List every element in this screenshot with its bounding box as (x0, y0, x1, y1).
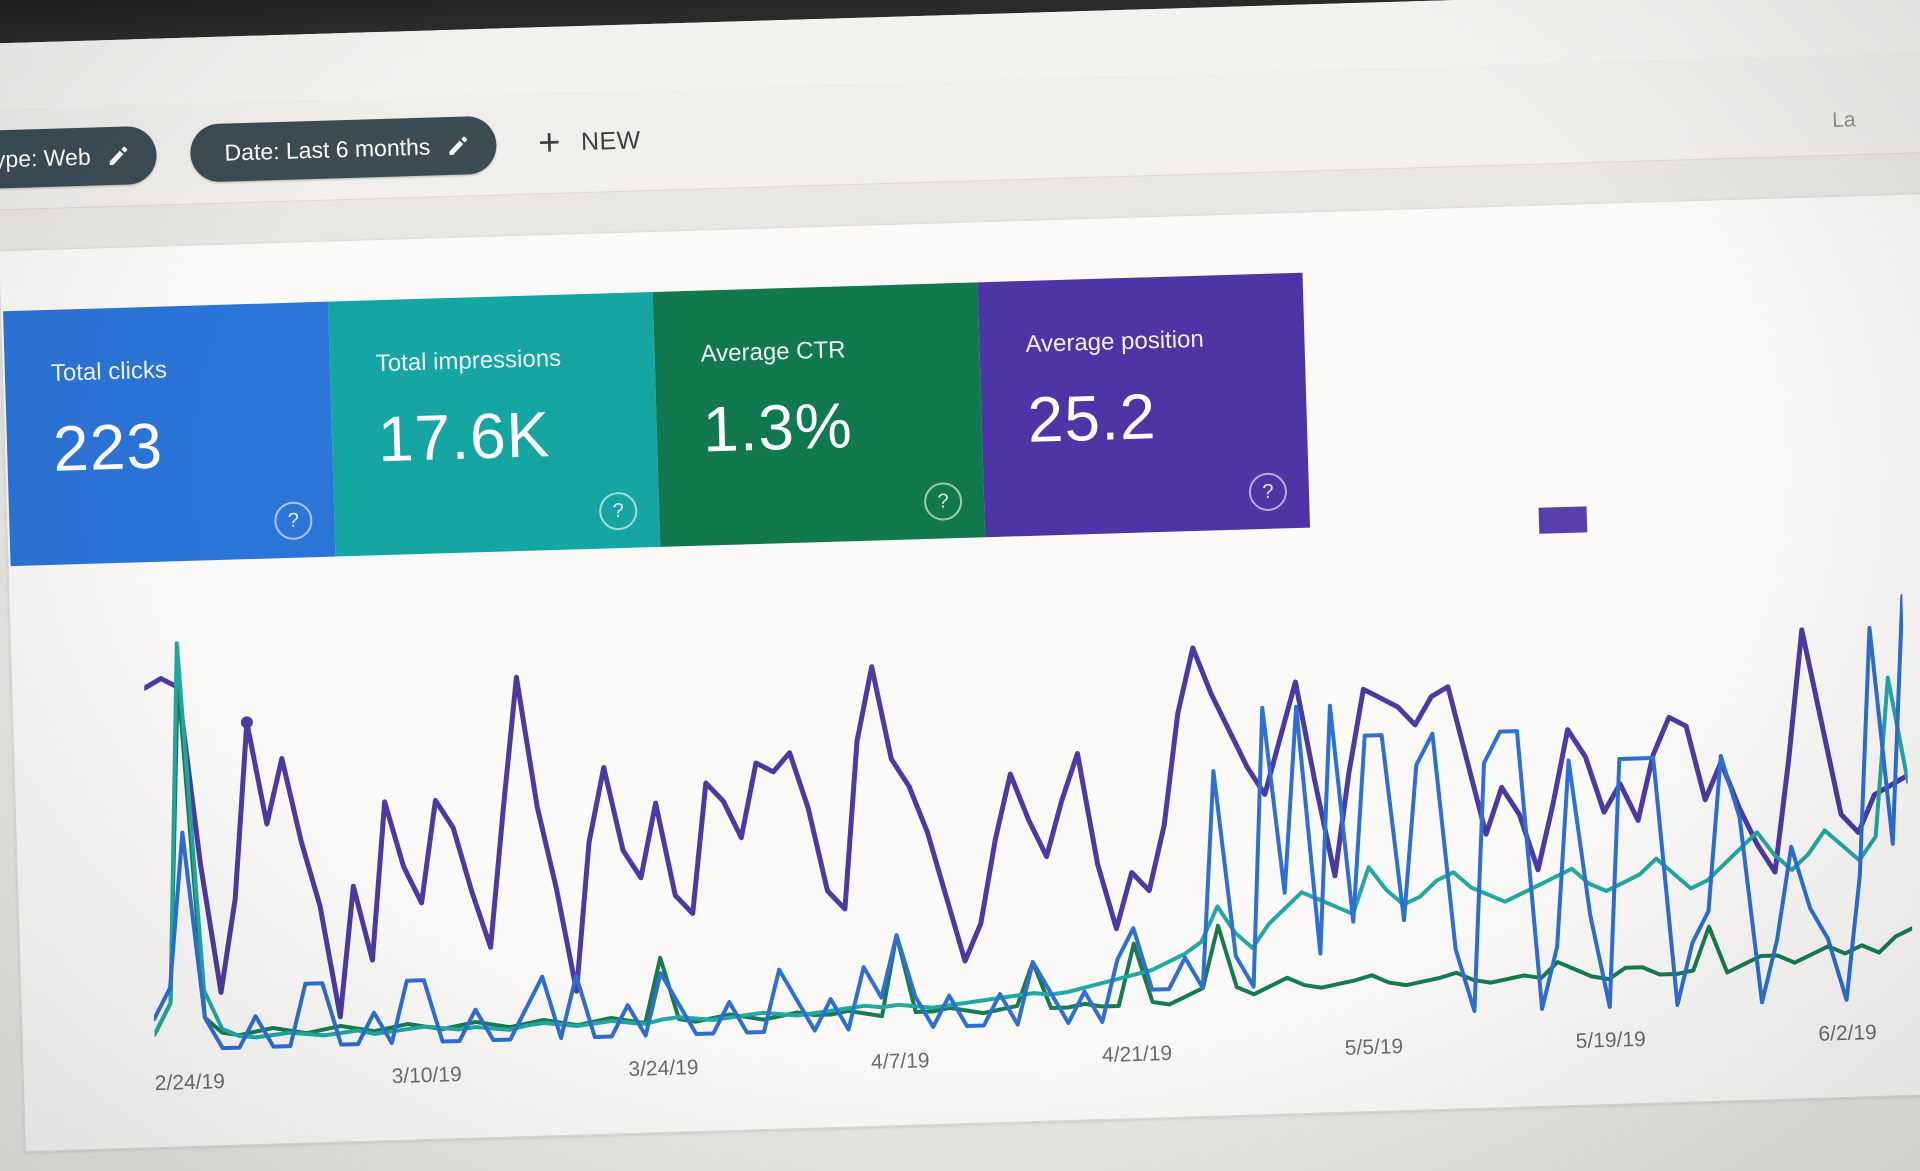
edit-pencil-icon[interactable] (446, 133, 471, 158)
x-axis-label: 5/19/19 (1575, 1027, 1647, 1053)
edit-pencil-icon[interactable] (106, 143, 131, 168)
series-line-average-position (141, 627, 1911, 1020)
x-axis-label: 3/10/19 (391, 1063, 463, 1089)
card-label: Average position (1025, 325, 1205, 358)
chart-canvas[interactable] (141, 528, 1915, 1066)
performance-panel: Total clicks 223 ? Total impressions 17.… (0, 192, 1920, 1152)
card-value: 223 (52, 409, 164, 485)
filter-bar: type: Web Date: Last 6 months + NEW La (0, 51, 1920, 213)
metric-cards-row: Total clicks 223 ? Total impressions 17.… (3, 272, 1311, 567)
card-value: 25.2 (1026, 380, 1158, 456)
series-line-total-impressions (152, 641, 1910, 1040)
card-average-ctr[interactable]: Average CTR 1.3% ? (652, 282, 986, 547)
help-icon[interactable]: ? (923, 481, 963, 522)
x-axis-label: 3/24/19 (628, 1055, 699, 1082)
new-filter-button[interactable]: + NEW (537, 121, 642, 165)
x-axis-label: 2/24/19 (154, 1070, 226, 1096)
filter-chip-label: Date: Last 6 months (224, 133, 431, 166)
purple-reflection-artifact (1538, 506, 1588, 534)
filter-chip-search-type[interactable]: type: Web (0, 125, 158, 190)
filter-chip-label: type: Web (0, 143, 91, 173)
plus-icon: + (537, 121, 562, 165)
help-icon[interactable]: ? (598, 491, 638, 531)
card-label: Total impressions (375, 344, 562, 378)
last-updated-text-truncated: La (1831, 108, 1856, 132)
series-line-total-clicks (152, 593, 1905, 1051)
card-total-clicks[interactable]: Total clicks 223 ? (3, 301, 336, 567)
x-axis-label: 4/7/19 (870, 1049, 930, 1074)
isolated-data-point (240, 716, 253, 729)
card-label: Total clicks (50, 356, 168, 387)
card-value: 17.6K (376, 398, 552, 476)
filter-chip-date-range[interactable]: Date: Last 6 months (189, 115, 498, 183)
help-icon[interactable]: ? (1248, 472, 1288, 512)
card-value: 1.3% (701, 389, 854, 466)
performance-chart[interactable]: 2/24/19 3/10/19 3/24/19 4/7/19 4/21/19 5/5/19… (9, 526, 1920, 1171)
help-icon[interactable]: ? (273, 501, 313, 541)
x-axis-label: 6/2/19 (1818, 1021, 1878, 1046)
card-label: Average CTR (700, 336, 846, 368)
x-axis-label: 4/21/19 (1101, 1041, 1173, 1067)
card-total-impressions[interactable]: Total impressions 17.6K ? (327, 291, 661, 557)
new-filter-label: NEW (580, 125, 642, 156)
x-axis-label: 5/5/19 (1344, 1035, 1404, 1060)
card-average-position[interactable]: Average position 25.2 ? (977, 272, 1311, 538)
